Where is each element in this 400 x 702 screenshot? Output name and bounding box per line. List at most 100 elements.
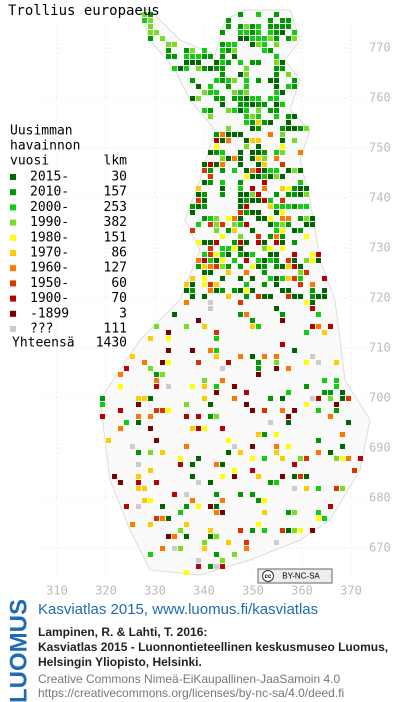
record-square <box>208 300 213 305</box>
record-square <box>208 66 213 71</box>
record-square <box>184 402 189 407</box>
record-square <box>256 240 261 245</box>
record-square <box>136 396 141 401</box>
record-square <box>262 456 267 461</box>
record-square <box>298 180 303 185</box>
record-square <box>148 336 153 341</box>
record-square <box>274 444 279 449</box>
record-square <box>286 72 291 77</box>
record-square <box>196 186 201 191</box>
record-square <box>304 258 309 263</box>
record-square <box>256 216 261 221</box>
record-square <box>238 210 243 215</box>
record-square <box>208 150 213 155</box>
record-square <box>244 540 249 545</box>
record-square <box>286 258 291 263</box>
record-square <box>286 528 291 533</box>
record-square <box>148 366 153 371</box>
record-square <box>154 30 159 35</box>
record-square <box>214 552 219 557</box>
record-square <box>160 372 165 377</box>
record-square <box>328 396 333 401</box>
record-square <box>304 402 309 407</box>
record-square <box>238 102 243 107</box>
record-square <box>274 108 279 113</box>
record-square <box>244 198 249 203</box>
record-square <box>154 372 159 377</box>
record-square <box>154 384 159 389</box>
record-square <box>208 306 213 311</box>
record-square <box>184 54 189 59</box>
record-square <box>208 90 213 95</box>
record-square <box>334 360 339 365</box>
record-square <box>214 390 219 395</box>
record-square <box>274 228 279 233</box>
record-square <box>202 204 207 209</box>
record-square <box>256 126 261 131</box>
record-square <box>304 126 309 131</box>
record-square <box>280 396 285 401</box>
record-square <box>250 42 255 47</box>
record-square <box>196 318 201 323</box>
legend-count: 86 <box>111 246 127 261</box>
record-square <box>268 36 273 41</box>
record-square <box>244 270 249 275</box>
record-square <box>214 282 219 287</box>
record-square <box>214 534 219 539</box>
record-square <box>244 192 249 197</box>
record-square <box>196 198 201 203</box>
record-square <box>166 330 171 335</box>
record-square <box>178 510 183 515</box>
record-square <box>208 504 213 509</box>
record-square <box>334 456 339 461</box>
record-square <box>226 438 231 443</box>
record-square <box>280 66 285 71</box>
record-square <box>298 216 303 221</box>
record-square <box>100 414 105 419</box>
record-square <box>268 96 273 101</box>
record-square <box>286 420 291 425</box>
record-square <box>286 114 291 119</box>
record-square <box>244 258 249 263</box>
record-square <box>280 456 285 461</box>
record-square <box>340 390 345 395</box>
record-square <box>274 540 279 545</box>
record-square <box>232 156 237 161</box>
record-square <box>220 510 225 515</box>
record-square <box>274 204 279 209</box>
record-square <box>298 456 303 461</box>
record-square <box>208 258 213 263</box>
record-square <box>226 24 231 29</box>
record-square <box>190 498 195 503</box>
record-square <box>220 180 225 185</box>
record-square <box>256 192 261 197</box>
record-square <box>214 240 219 245</box>
record-square <box>232 54 237 59</box>
record-square <box>208 528 213 533</box>
record-square <box>202 270 207 275</box>
record-square <box>334 486 339 491</box>
record-square <box>262 42 267 47</box>
record-square <box>274 480 279 485</box>
record-square <box>280 90 285 95</box>
record-square <box>286 390 291 395</box>
record-square <box>202 378 207 383</box>
record-square <box>232 384 237 389</box>
record-square <box>166 54 171 59</box>
record-square <box>202 396 207 401</box>
record-square <box>184 288 189 293</box>
record-square <box>334 402 339 407</box>
record-square <box>172 534 177 539</box>
record-square <box>118 384 123 389</box>
record-square <box>316 450 321 455</box>
record-square <box>226 228 231 233</box>
record-square <box>136 486 141 491</box>
record-square <box>292 192 297 197</box>
record-square <box>256 474 261 479</box>
record-square <box>208 246 213 251</box>
legend-label: 2000- <box>30 200 69 215</box>
record-square <box>352 468 357 473</box>
record-square <box>250 150 255 155</box>
record-square <box>196 360 201 365</box>
record-square <box>166 360 171 365</box>
